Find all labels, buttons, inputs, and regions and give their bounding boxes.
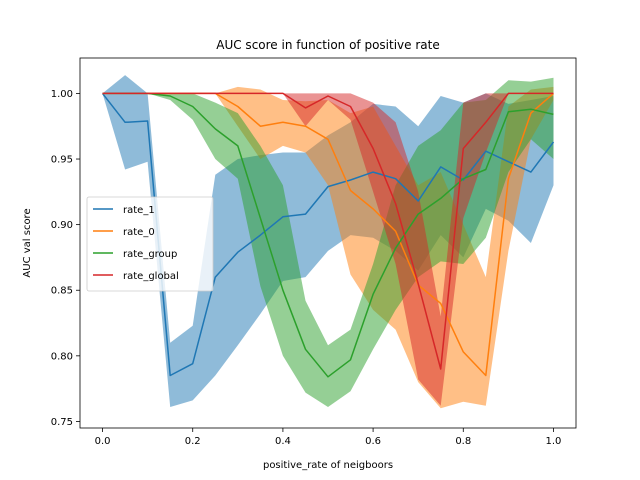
- line-rate-1: [101, 92, 555, 377]
- y-tick-label: 0.75: [51, 417, 73, 428]
- y-tick-label: 0.95: [51, 155, 73, 166]
- legend-label-rate-group: rate_group: [123, 249, 177, 260]
- band-rate-group: [102, 77, 554, 407]
- x-tick-label: 1.0: [546, 436, 562, 447]
- chart-title: AUC score in function of positive rate: [216, 38, 439, 52]
- legend: rate_1 rate_0 rate_group rate_global: [86, 196, 214, 292]
- line-rate-group: [102, 92, 554, 378]
- series-lines: [101, 92, 555, 378]
- band-rate-global: [102, 93, 554, 406]
- y-tick-label: 1.00: [51, 89, 73, 100]
- legend-label-rate-global: rate_global: [123, 271, 179, 282]
- x-tick-label: 0.0: [95, 436, 111, 447]
- x-tick-label: 0.8: [455, 436, 471, 447]
- y-axis-label: AUC val score: [22, 208, 33, 277]
- y-axis-ticks: 0.75 0.80 0.85 0.90 0.95 1.00: [51, 89, 80, 428]
- y-tick-label: 0.85: [51, 286, 73, 297]
- line-rate-global: [102, 92, 554, 370]
- x-axis-label: positive_rate of neigboors: [263, 460, 393, 471]
- x-axis-ticks: 0.0 0.2 0.4 0.6 0.8 1.0: [95, 428, 562, 447]
- legend-label-rate-0: rate_0: [123, 227, 155, 238]
- y-tick-label: 0.80: [51, 351, 73, 362]
- legend-box: [86, 196, 214, 292]
- x-tick-label: 0.6: [365, 436, 381, 447]
- y-tick-label: 0.90: [51, 220, 73, 231]
- x-tick-label: 0.4: [275, 436, 291, 447]
- legend-label-rate-1: rate_1: [123, 205, 155, 216]
- x-tick-label: 0.2: [185, 436, 201, 447]
- axes-frame: [79, 57, 577, 429]
- confidence-bands: [102, 75, 554, 409]
